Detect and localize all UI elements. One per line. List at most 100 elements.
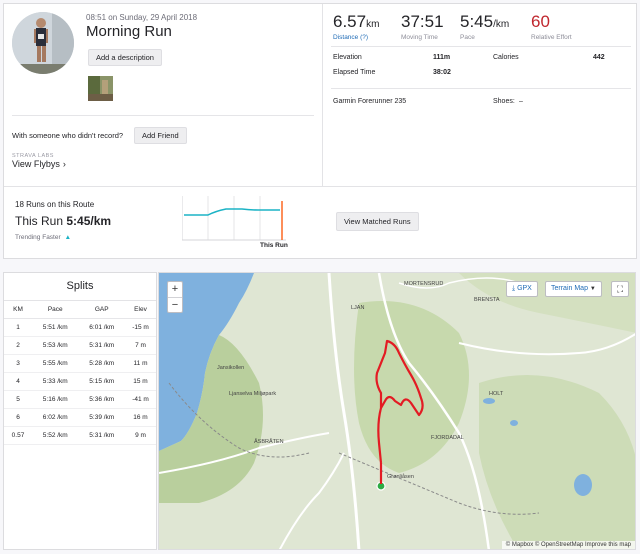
split-elev: -15 m	[125, 318, 156, 337]
split-elev: 15 m	[125, 372, 156, 391]
map-attribution[interactable]: © Mapbox © OpenStreetMap Improve this ma…	[501, 541, 635, 549]
activity-photo[interactable]	[88, 76, 113, 101]
col-km: KM	[4, 301, 32, 319]
split-gap: 5:39 /km	[78, 408, 125, 427]
divider	[331, 46, 631, 47]
split-elev: 16 m	[125, 408, 156, 427]
split-gap: 6:01 /km	[78, 318, 125, 337]
place-label: Grønliåsen	[387, 474, 414, 480]
split-gap: 5:31 /km	[78, 336, 125, 355]
fullscreen-button[interactable]: ⛶	[611, 281, 629, 297]
activity-title[interactable]: Morning Run	[86, 23, 172, 40]
split-row: 1 5:51 /km 6:01 /km -15 m	[4, 318, 156, 337]
split-km: 1	[4, 318, 32, 337]
stat-relative-effort[interactable]: 60 Relative Effort	[531, 12, 572, 41]
split-pace: 5:53 /km	[32, 336, 79, 355]
distance-label[interactable]: Distance (?)	[333, 34, 369, 41]
distance-unit: km	[366, 19, 380, 30]
split-gap: 5:28 /km	[78, 354, 125, 373]
split-elev: -41 m	[125, 390, 156, 409]
elapsed-time-value: 38:02	[433, 69, 451, 76]
zoom-in-button[interactable]: +	[171, 283, 179, 295]
add-description-button[interactable]: Add a description	[88, 49, 162, 66]
lake	[483, 398, 495, 404]
calories-label: Calories	[493, 54, 519, 61]
stat-pace: 5:45/km Pace	[460, 12, 509, 41]
col-elev: Elev	[125, 301, 156, 319]
split-pace: 6:02 /km	[32, 408, 79, 427]
map-type-label: Terrain Map	[551, 285, 588, 292]
runs-on-route-link[interactable]: 18 Runs on this Route	[15, 200, 95, 209]
split-km: 6	[4, 408, 32, 427]
map-canvas[interactable]	[159, 273, 636, 550]
col-gap: GAP	[78, 301, 125, 319]
export-gpx-button[interactable]: ⤓ GPX	[506, 281, 538, 297]
split-km: 5	[4, 390, 32, 409]
place-label: Jansikollen	[217, 365, 245, 371]
zoom-control: + −	[167, 281, 183, 313]
trend-up-icon: ▲	[64, 234, 72, 241]
place-label: BRENSTA	[474, 297, 500, 303]
view-matched-runs-button[interactable]: View Matched Runs	[336, 212, 419, 231]
athlete-avatar[interactable]	[12, 12, 74, 74]
road	[458, 333, 635, 356]
activity-header: 08:51 on Sunday, 29 April 2018 Morning R…	[4, 4, 322, 186]
matched-runs-section	[4, 186, 636, 258]
rail-line	[168, 382, 310, 458]
split-row: 4 5:33 /km 5:15 /km 15 m	[4, 372, 156, 391]
zoom-out-button[interactable]: −	[168, 297, 182, 312]
gpx-label: GPX	[517, 285, 532, 292]
split-row: 5 5:16 /km 5:36 /km -41 m	[4, 390, 156, 409]
activity-map[interactable]: MORTENSRUD BRENSTA Jansikollen Ljanselva…	[158, 272, 636, 550]
split-gap: 5:36 /km	[78, 390, 125, 409]
pace-label: Pace	[460, 34, 475, 41]
split-km: 3	[4, 354, 32, 373]
road	[327, 273, 361, 549]
view-flybys-link[interactable]: View Flybys ›	[12, 159, 66, 169]
this-run-pace-value: 5:45/km	[66, 214, 112, 228]
shoes-value: –	[519, 98, 523, 105]
split-km: 4	[4, 372, 32, 391]
place-label: MORTENSRUD	[404, 281, 444, 287]
splits-panel: Splits KM Pace GAP Elev 1 5:51 /km 6:01 /k…	[3, 272, 157, 550]
place-label: Ljanselva Miljøpark	[229, 391, 277, 397]
trending-label: Trending Faster	[15, 234, 61, 241]
boundary-line	[338, 452, 540, 515]
split-km: 2	[4, 336, 32, 355]
lake	[510, 420, 518, 426]
place-label: FJORDADAL	[431, 435, 464, 441]
forest-area	[479, 375, 635, 549]
someone-prompt: With someone who didn't record?	[12, 131, 124, 140]
split-row: 6 6:02 /km 5:39 /km 16 m	[4, 408, 156, 427]
place-label: LJAN	[351, 305, 365, 311]
split-gap: 5:31 /km	[78, 426, 125, 445]
split-pace: 5:55 /km	[32, 354, 79, 373]
place-label: HOLT	[489, 391, 504, 397]
split-elev: 9 m	[125, 426, 156, 445]
shoes-label: Shoes:	[493, 98, 515, 105]
road	[398, 277, 520, 289]
road	[278, 452, 345, 549]
elevation-value: 111m	[433, 54, 451, 61]
download-icon: ⤓	[512, 285, 516, 292]
elevation-label: Elevation	[333, 54, 362, 61]
map-type-dropdown[interactable]: Terrain Map ▼	[545, 281, 602, 297]
relative-effort-value: 60	[531, 12, 550, 31]
split-km: 0.57	[4, 426, 32, 445]
split-pace: 5:16 /km	[32, 390, 79, 409]
activity-route	[375, 339, 424, 464]
splits-table: KM Pace GAP Elev 1 5:51 /km 6:01 /km -15 m …	[4, 301, 156, 445]
fullscreen-icon: ⛶	[616, 284, 624, 294]
fjord-water	[159, 273, 254, 451]
sparkline-label: This Run	[260, 242, 288, 249]
moving-time-label: Moving Time	[401, 34, 438, 41]
divider	[12, 115, 314, 116]
elapsed-time-label: Elapsed Time	[333, 69, 376, 76]
add-friend-button[interactable]: Add Friend	[134, 127, 187, 144]
relative-effort-label: Relative Effort	[531, 34, 572, 41]
lake	[574, 474, 592, 496]
split-elev: 11 m	[125, 354, 156, 373]
split-pace: 5:52 /km	[32, 426, 79, 445]
split-row: 2 5:53 /km 5:31 /km 7 m	[4, 336, 156, 355]
